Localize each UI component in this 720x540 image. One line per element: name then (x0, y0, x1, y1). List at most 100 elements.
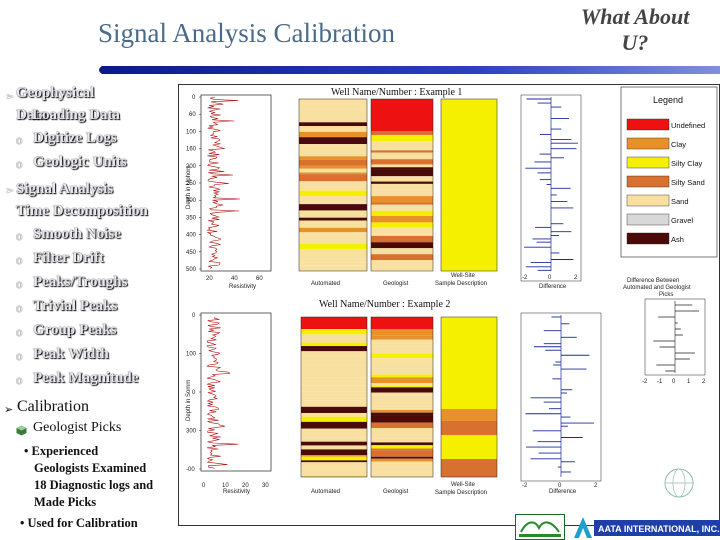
title-rule (99, 66, 720, 74)
well1-automated-column (298, 98, 368, 272)
lithology-band (371, 399, 433, 407)
well2-wellsite-label-l2: Sample Description (435, 490, 487, 496)
lithology-band (301, 460, 367, 463)
sub-bullet-icon: o (16, 276, 23, 291)
lithology-band (299, 181, 367, 184)
lithology-band (371, 458, 433, 462)
depth-tick-label: 0 (192, 313, 196, 319)
diff-summary-tick-label: -1 (657, 379, 663, 385)
well2-resistivity-trace (206, 316, 239, 469)
lithology-column-frame (298, 98, 368, 272)
lithology-band (299, 146, 367, 150)
lithology-band (371, 215, 433, 223)
well2-resistivity-ticks: 0 10 20 30 (202, 483, 269, 489)
well-log-figure-svg: Well Name/Number : Example 1 Well Name/N… (186, 86, 718, 498)
diff-summary-ticks: -2 -1 0 1 2 (642, 379, 706, 385)
lithology-band (371, 410, 433, 413)
corner-caption-line1: What About (580, 4, 690, 29)
bullet-smooth-noise: Smooth Noise (33, 226, 121, 242)
lithology-band (301, 385, 367, 392)
resistivity-tick-label: 10 (222, 483, 229, 489)
depth-axis-label-1: Depth in Uphors (186, 166, 192, 209)
lithology-band (371, 227, 433, 230)
diff-summary-tick-label: 0 (672, 379, 676, 385)
lithology-band (301, 437, 367, 442)
depth-tick-label: 450 (186, 250, 197, 256)
lithology-band (371, 222, 433, 228)
bullet-peak-magnitude: Peak Magnitude (33, 370, 139, 386)
well2-depth-ticks: 0 100 0 300 -00 (186, 313, 201, 473)
lithology-band (371, 202, 433, 205)
well2-wellsite-label-l1: Well-Site (451, 482, 476, 488)
lithology-band (371, 473, 433, 477)
diff-summary-title-l1: Difference Between (627, 278, 679, 284)
diff-summary-tick-label: -2 (642, 379, 648, 385)
difference-tick-label: 0 (558, 483, 562, 489)
well1-difference-label: Difference (539, 284, 567, 290)
well1-wellsite-column (440, 98, 498, 272)
lithology-band (371, 189, 433, 197)
well-log-figure: Well Name/Number : Example 1 Well Name/N… (178, 84, 720, 526)
lithology-band (301, 433, 367, 438)
bullet-geophysical: Geophysical (16, 85, 95, 101)
legend-label: Undefined (671, 121, 705, 130)
well1-resistivity-label: Resistivity (229, 284, 256, 290)
lithology-band (299, 122, 367, 127)
lithology-column-frame (370, 98, 434, 272)
sub-bullet-icon: o (16, 228, 23, 243)
lithology-band (371, 438, 433, 443)
lithology-band (371, 183, 433, 190)
sub-bullet-icon: o (16, 252, 23, 267)
lithology-band (371, 204, 433, 208)
well2-difference-label: Difference (549, 489, 577, 495)
lithology-band (371, 387, 433, 393)
depth-tick-label: 0 (192, 95, 196, 101)
well2-resistivity-label: Resistivity (223, 489, 250, 495)
diff-summary-bars (653, 301, 700, 373)
lithology-band (371, 456, 433, 459)
aata-logo: AATA INTERNATIONAL, INC. (574, 517, 720, 538)
lithology-band (371, 406, 433, 411)
lithology-band (371, 339, 433, 344)
lithology-band (371, 260, 433, 265)
lithology-band (371, 377, 433, 384)
bullet-peak-width: Peak Width (33, 346, 109, 362)
lithology-band (299, 204, 367, 211)
lithology-band (299, 126, 367, 132)
difference-tick-label: -2 (522, 483, 528, 489)
lithology-band (371, 361, 433, 369)
legend-label: Clay (671, 140, 686, 149)
lithology-band (371, 392, 433, 396)
well1-resistivity-trace (206, 96, 241, 269)
lithology-band (299, 234, 367, 237)
depth-tick-label: 400 (186, 233, 197, 239)
well2-difference-bars (525, 315, 595, 477)
bullet-trivial-peaks: Trivial Peaks (33, 298, 118, 314)
bullet-time-decomposition: Time Decomposition (16, 203, 148, 219)
lithology-band (299, 255, 367, 263)
lithology-band (299, 265, 367, 271)
lithology-band (299, 202, 367, 205)
diff-summary-tick-label: 2 (702, 379, 706, 385)
lithology-band (301, 336, 367, 343)
legend-swatch (626, 194, 670, 207)
lithology-band (301, 317, 367, 329)
well2-geologist-column (370, 316, 434, 478)
legend-entries: Undefined Clay Silty Clay Silty Sand Sand Gra… (626, 118, 705, 245)
resistivity-tick-label: 0 (202, 483, 206, 489)
lithology-band (299, 210, 367, 218)
legend-label: Silty Clay (671, 159, 703, 168)
lithology-band (371, 207, 433, 211)
bullet-list: ➢ Geophysical Data Loading Data o Digiti… (0, 0, 176, 540)
lithology-band (299, 262, 367, 266)
lithology-band (371, 412, 433, 416)
lithology-band (371, 141, 433, 143)
lithology-band (371, 356, 433, 359)
resistivity-tick-label: 40 (231, 276, 238, 282)
globe-watermark-icon (664, 468, 694, 498)
depth-tick-label: 250 (186, 181, 197, 187)
depth-tick-label: 500 (186, 267, 197, 273)
well1-resistivity-frame (200, 94, 272, 272)
lithology-band (301, 400, 367, 407)
lithology-band (301, 428, 367, 434)
